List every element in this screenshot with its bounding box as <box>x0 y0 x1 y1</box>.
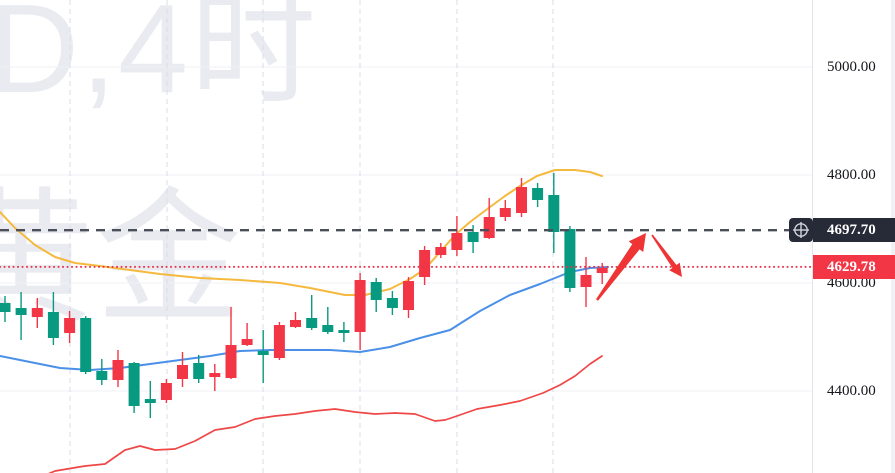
candle-body <box>403 281 414 310</box>
candle-body <box>322 325 334 332</box>
candle-body <box>290 320 301 327</box>
candle-body <box>112 360 124 380</box>
price-axis-label: 5000.00 <box>827 59 876 75</box>
candle-body <box>47 312 59 338</box>
candle-body <box>386 298 398 308</box>
candle-body <box>306 318 318 328</box>
candle-body <box>31 308 43 317</box>
candle-body <box>209 373 221 377</box>
arrow-annotation <box>651 234 682 277</box>
gridlines <box>0 0 812 473</box>
candle-body <box>144 399 156 403</box>
candle-body <box>370 282 382 300</box>
price-axis-label: 4600.00 <box>827 275 876 291</box>
candle-body <box>96 371 108 380</box>
candle-body <box>451 233 463 250</box>
crosshair-target-icon[interactable] <box>789 218 813 243</box>
candle-body <box>548 195 560 232</box>
candles <box>0 173 608 418</box>
candle-body <box>257 351 269 355</box>
candle-body <box>241 339 253 345</box>
chart-plot-area[interactable] <box>0 0 812 473</box>
price-axis-label: 4800.00 <box>827 167 876 183</box>
candle-body <box>435 247 447 255</box>
candle-body <box>596 268 608 273</box>
candle-body <box>160 383 172 400</box>
candle-body <box>483 217 495 238</box>
crosshair-price-badge: 4697.70 <box>813 218 895 243</box>
forecast-arrows <box>596 233 682 301</box>
candle-body <box>193 363 205 379</box>
candle-body <box>0 303 11 312</box>
candle-body <box>580 275 592 287</box>
candle-body <box>128 363 140 406</box>
candle-body <box>15 308 27 315</box>
candle-body <box>499 208 511 217</box>
candle-body <box>177 365 188 379</box>
candle-body <box>225 345 237 378</box>
candle-body <box>80 318 92 372</box>
price-axis-label: 4400.00 <box>827 383 876 399</box>
candle-body <box>532 188 544 200</box>
target-glyph <box>793 222 809 239</box>
arrow-annotation <box>596 233 646 301</box>
candle-body <box>467 232 479 242</box>
last-price-badge: 4629.78 <box>813 254 895 279</box>
candle-body <box>273 325 285 358</box>
candle-body <box>354 280 366 332</box>
candle-body <box>338 330 350 333</box>
candle-body <box>419 250 431 277</box>
candle-body <box>64 318 76 333</box>
watermark-symbol-name: 黄金 <box>0 177 244 340</box>
candle-body <box>516 187 527 213</box>
candle-body <box>564 229 576 288</box>
